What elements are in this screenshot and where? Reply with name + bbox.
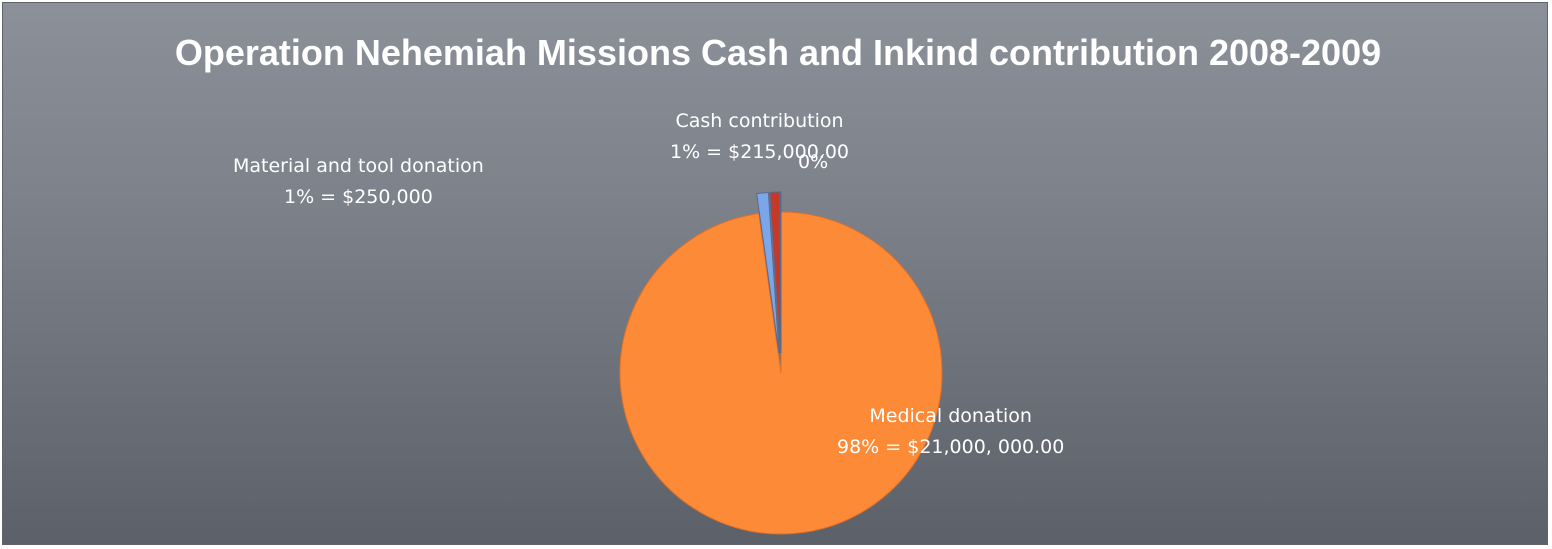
pie-slice-material-and-tool-donation: [756, 191, 780, 354]
slice-label-value: 98% = $21,000, 000.00: [837, 436, 1065, 458]
slice-label-zero-percent: 0%: [798, 147, 828, 178]
pie-slice-cash-contribution: [769, 191, 781, 354]
pie-slice-medical-donation: [619, 211, 943, 535]
slice-label-value: 1% = $250,000: [283, 186, 433, 208]
slice-label-medical-donation: Medical donation 98% = $21,000, 000.00: [837, 401, 1064, 463]
chart-title: Operation Nehemiah Missions Cash and Ink…: [174, 32, 1382, 73]
pie-slice-unlabeled: [779, 191, 782, 354]
slice-label-cash-contribution: Cash contribution 1% = $215,000.00: [670, 106, 849, 168]
slice-label-value: 1% = $215,000.00: [670, 141, 850, 163]
slice-label-value: 0%: [798, 151, 829, 173]
pie-chart: [619, 191, 943, 535]
slice-label-name: Cash contribution: [675, 110, 844, 132]
slice-label-name: Material and tool donation: [233, 155, 484, 177]
slice-label-name: Medical donation: [869, 405, 1032, 427]
slice-label-material-and-tool-donation: Material and tool donation 1% = $250,000: [233, 151, 484, 213]
